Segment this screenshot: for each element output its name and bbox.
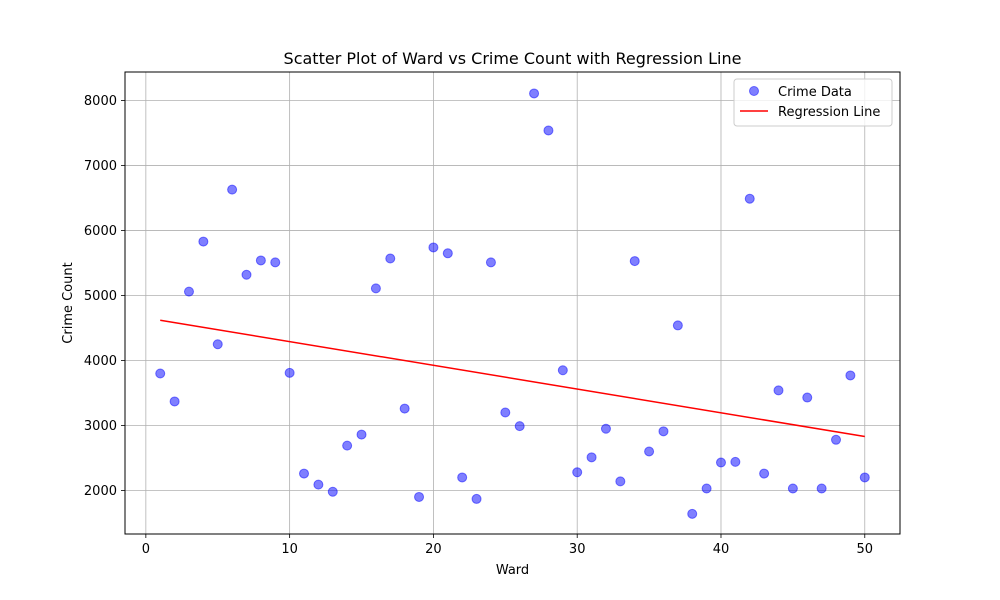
legend-label-regression-line: Regression Line — [778, 105, 880, 120]
y-tick-label: 7000 — [84, 159, 117, 174]
data-point — [572, 467, 583, 478]
data-point — [399, 403, 410, 414]
regression-layer — [160, 319, 865, 438]
grid — [125, 72, 900, 534]
data-point — [831, 434, 842, 445]
data-point — [428, 242, 439, 253]
data-point — [845, 370, 856, 381]
y-axis-ticks: 2000 3000 4000 5000 6000 7000 8000 — [84, 94, 125, 499]
points-layer — [155, 88, 870, 519]
x-tick-label: 30 — [569, 542, 586, 557]
data-point — [672, 320, 683, 331]
data-point — [198, 236, 209, 247]
data-point — [816, 483, 827, 494]
data-point — [759, 468, 770, 479]
data-point — [299, 468, 310, 479]
data-point — [715, 457, 726, 468]
data-point — [485, 257, 496, 268]
data-point — [730, 456, 741, 467]
data-point — [471, 493, 482, 504]
data-point — [557, 365, 568, 376]
data-point — [270, 257, 281, 268]
data-point — [701, 483, 712, 494]
data-point — [385, 253, 396, 264]
regression-line — [160, 319, 865, 438]
data-point — [787, 483, 798, 494]
data-point — [744, 193, 755, 204]
data-point — [687, 508, 698, 519]
data-point — [773, 385, 784, 396]
data-point — [370, 283, 381, 294]
data-point — [183, 286, 194, 297]
y-axis-label: Crime Count — [61, 262, 76, 343]
x-tick-label: 10 — [281, 542, 298, 557]
data-point — [600, 423, 611, 434]
data-point — [442, 248, 453, 259]
data-point — [212, 339, 223, 350]
legend-box — [733, 78, 893, 127]
data-point — [457, 472, 468, 483]
y-tick-label: 4000 — [84, 354, 117, 369]
data-point — [356, 429, 367, 440]
y-tick-label: 2000 — [84, 484, 117, 499]
x-axis-ticks: 0 10 20 30 40 50 — [142, 534, 873, 557]
data-point — [414, 491, 425, 502]
data-point — [169, 396, 180, 407]
x-tick-label: 50 — [856, 542, 873, 557]
data-point — [615, 476, 626, 487]
chart-title: Scatter Plot of Ward vs Crime Count with… — [284, 49, 742, 68]
x-tick-label: 0 — [142, 542, 150, 557]
data-point — [342, 440, 353, 451]
data-point — [629, 256, 640, 267]
x-axis-label: Ward — [496, 563, 529, 578]
legend: Crime Data Regression Line — [733, 78, 893, 127]
data-point — [859, 472, 870, 483]
data-point — [644, 446, 655, 457]
y-tick-label: 5000 — [84, 289, 117, 304]
data-point — [284, 367, 295, 378]
legend-marker-crime-data — [749, 86, 759, 96]
data-point — [658, 426, 669, 437]
plot-frame — [124, 71, 901, 535]
data-point — [529, 88, 540, 99]
data-point — [500, 407, 511, 418]
data-point — [327, 486, 338, 497]
legend-label-crime-data: Crime Data — [778, 85, 852, 100]
data-point — [255, 255, 266, 266]
x-tick-label: 40 — [713, 542, 730, 557]
y-tick-label: 3000 — [84, 419, 117, 434]
data-point — [155, 368, 166, 379]
data-point — [514, 421, 525, 432]
x-tick-label: 20 — [425, 542, 442, 557]
data-point — [543, 125, 554, 136]
data-point — [241, 269, 252, 280]
y-tick-label: 8000 — [84, 94, 117, 109]
data-point — [313, 479, 324, 490]
data-point — [227, 184, 238, 195]
y-tick-label: 6000 — [84, 224, 117, 239]
data-point — [802, 392, 813, 403]
data-point — [586, 452, 597, 463]
